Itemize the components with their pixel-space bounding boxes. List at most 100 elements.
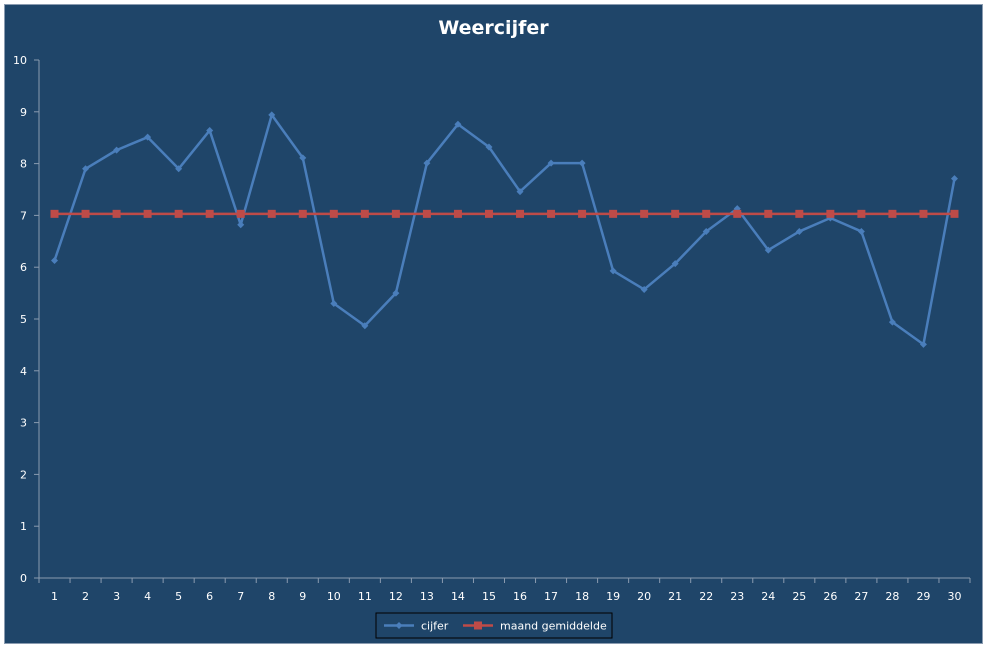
x-tick-label: 9 bbox=[299, 590, 306, 603]
x-tick-label: 24 bbox=[761, 590, 775, 603]
x-tick-label: 27 bbox=[854, 590, 868, 603]
y-tick-label: 3 bbox=[20, 417, 27, 430]
x-tick-label: 25 bbox=[792, 590, 806, 603]
x-tick-label: 19 bbox=[606, 590, 620, 603]
data-point-maand-gemiddelde bbox=[609, 209, 618, 218]
data-point-cijfer bbox=[237, 221, 245, 229]
data-point-cijfer bbox=[485, 143, 493, 151]
x-tick-label: 13 bbox=[420, 590, 434, 603]
data-point-maand-gemiddelde bbox=[857, 209, 866, 218]
x-tick-label: 21 bbox=[668, 590, 682, 603]
data-point-maand-gemiddelde bbox=[578, 209, 587, 218]
data-point-cijfer bbox=[454, 120, 462, 128]
legend: cijfer maand gemiddelde bbox=[375, 612, 613, 639]
legend-label-cijfer: cijfer bbox=[421, 620, 449, 633]
x-tick-label: 20 bbox=[637, 590, 651, 603]
data-point-maand-gemiddelde bbox=[919, 209, 928, 218]
data-point-maand-gemiddelde bbox=[81, 209, 90, 218]
x-tick-label: 26 bbox=[823, 590, 837, 603]
data-point-maand-gemiddelde bbox=[547, 209, 556, 218]
y-tick-label: 0 bbox=[20, 572, 27, 585]
x-tick-label: 1 bbox=[51, 590, 58, 603]
data-point-cijfer bbox=[702, 227, 710, 235]
data-point-cijfer bbox=[423, 159, 431, 167]
y-tick-label: 4 bbox=[20, 365, 27, 378]
data-point-cijfer bbox=[609, 267, 617, 275]
data-point-cijfer bbox=[795, 227, 803, 235]
legend-marker-cijfer bbox=[395, 622, 403, 629]
x-tick-label: 4 bbox=[144, 590, 151, 603]
x-tick-label: 8 bbox=[268, 590, 275, 603]
data-point-cijfer bbox=[640, 285, 648, 293]
x-tick-label: 5 bbox=[175, 590, 182, 603]
y-tick-label: 6 bbox=[20, 261, 27, 274]
data-point-cijfer bbox=[82, 165, 90, 173]
data-point-maand-gemiddelde bbox=[484, 209, 493, 218]
data-point-maand-gemiddelde bbox=[950, 209, 959, 218]
x-tick-label: 2 bbox=[82, 590, 89, 603]
x-tick-label: 11 bbox=[358, 590, 372, 603]
data-point-cijfer bbox=[950, 175, 958, 183]
data-point-maand-gemiddelde bbox=[422, 209, 431, 218]
data-point-cijfer bbox=[764, 246, 772, 254]
data-point-maand-gemiddelde bbox=[205, 209, 214, 218]
x-tick-label: 14 bbox=[451, 590, 465, 603]
data-point-maand-gemiddelde bbox=[174, 209, 183, 218]
data-point-maand-gemiddelde bbox=[702, 209, 711, 218]
data-point-cijfer bbox=[857, 227, 865, 235]
chart-area bbox=[4, 4, 983, 644]
data-point-maand-gemiddelde bbox=[640, 209, 649, 218]
y-tick-label: 10 bbox=[13, 54, 27, 67]
data-point-maand-gemiddelde bbox=[360, 209, 369, 218]
data-point-cijfer bbox=[206, 126, 214, 134]
chart-title: Weercijfer bbox=[438, 17, 549, 39]
y-tick-label: 9 bbox=[20, 106, 27, 119]
data-point-cijfer bbox=[330, 299, 338, 307]
data-point-cijfer bbox=[51, 256, 59, 264]
x-tick-label: 17 bbox=[544, 590, 558, 603]
x-tick-label: 30 bbox=[947, 590, 961, 603]
data-point-cijfer bbox=[516, 188, 524, 196]
legend-marker-maand-gemiddelde bbox=[474, 621, 482, 630]
x-tick-label: 18 bbox=[575, 590, 589, 603]
legend-box bbox=[375, 612, 613, 639]
data-point-cijfer bbox=[113, 146, 121, 154]
data-point-cijfer bbox=[299, 154, 307, 162]
y-tick-label: 2 bbox=[20, 468, 27, 481]
x-tick-label: 22 bbox=[699, 590, 713, 603]
data-point-maand-gemiddelde bbox=[795, 209, 804, 218]
data-point-maand-gemiddelde bbox=[298, 209, 307, 218]
data-point-maand-gemiddelde bbox=[112, 209, 121, 218]
data-point-maand-gemiddelde bbox=[453, 209, 462, 218]
data-point-cijfer bbox=[578, 159, 586, 167]
y-tick-label: 1 bbox=[20, 520, 27, 533]
data-point-maand-gemiddelde bbox=[764, 209, 773, 218]
y-tick-label: 7 bbox=[20, 209, 27, 222]
data-point-cijfer bbox=[268, 111, 276, 119]
data-point-maand-gemiddelde bbox=[143, 209, 152, 218]
x-tick-label: 29 bbox=[916, 590, 930, 603]
x-tick-label: 16 bbox=[513, 590, 527, 603]
x-tick-label: 6 bbox=[206, 590, 213, 603]
data-point-maand-gemiddelde bbox=[671, 209, 680, 218]
data-point-cijfer bbox=[547, 159, 555, 167]
data-point-cijfer bbox=[888, 318, 896, 326]
data-point-maand-gemiddelde bbox=[391, 209, 400, 218]
series-line-cijfer bbox=[53, 113, 956, 346]
data-point-maand-gemiddelde bbox=[826, 209, 835, 218]
x-tick-label: 12 bbox=[389, 590, 403, 603]
data-point-cijfer bbox=[919, 340, 927, 348]
data-point-cijfer bbox=[671, 260, 679, 268]
data-point-maand-gemiddelde bbox=[329, 209, 338, 218]
data-point-cijfer bbox=[175, 165, 183, 173]
x-tick-label: 23 bbox=[730, 590, 744, 603]
data-point-maand-gemiddelde bbox=[733, 209, 742, 218]
x-tick-label: 3 bbox=[113, 590, 120, 603]
x-tick-label: 10 bbox=[327, 590, 341, 603]
legend-label-maand-gemiddelde: maand gemiddelde bbox=[500, 620, 607, 633]
y-tick-label: 5 bbox=[20, 313, 27, 326]
data-point-cijfer bbox=[361, 322, 369, 330]
data-point-maand-gemiddelde bbox=[236, 209, 245, 218]
